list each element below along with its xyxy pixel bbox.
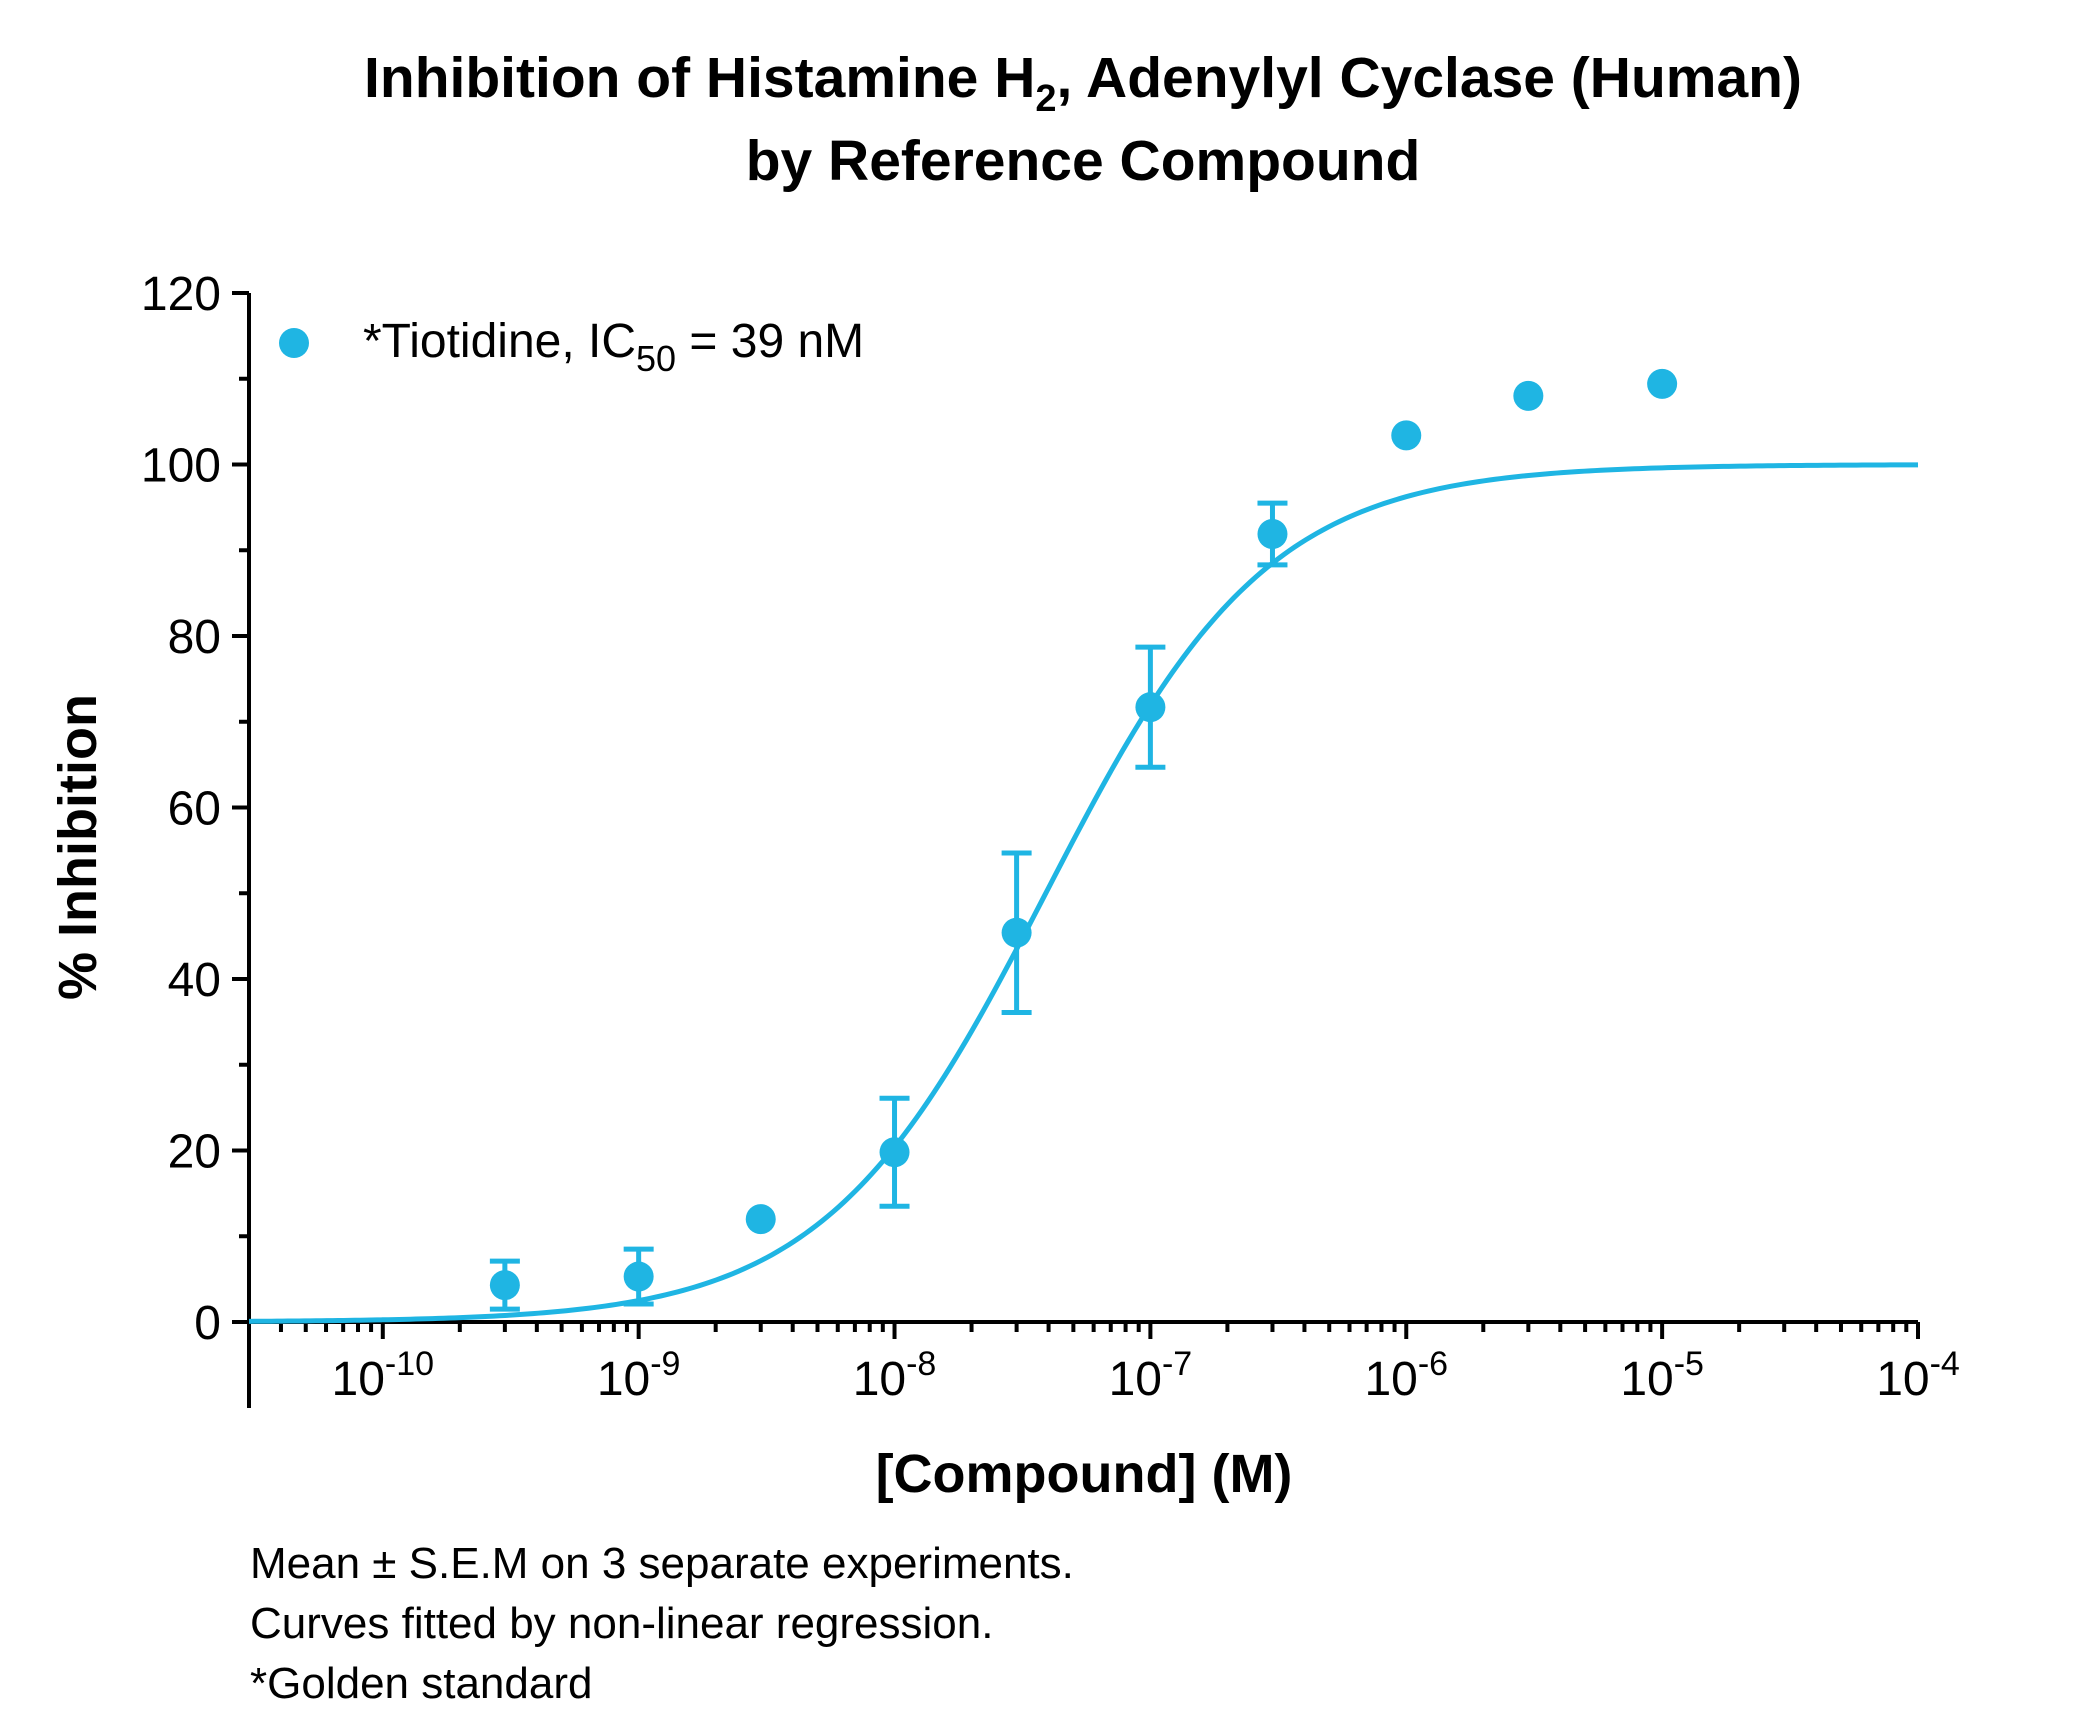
y-tick-label: 100 <box>141 440 221 493</box>
y-tick-label: 60 <box>168 783 221 836</box>
axes <box>247 293 1918 1408</box>
x-tick-label: 10-7 <box>1109 1345 1193 1406</box>
footnote-1: Mean ± S.E.M on 3 separate experiments. <box>250 1539 1074 1588</box>
x-axis-title: [Compound] (M) <box>876 1444 1293 1504</box>
footnote-3: *Golden standard <box>250 1659 592 1708</box>
y-tick-label: 80 <box>168 611 221 664</box>
legend-marker <box>279 328 309 358</box>
x-tick-label: 10-5 <box>1620 1345 1704 1406</box>
chart-title-line-1: Inhibition of Histamine H2, Adenylyl Cyc… <box>364 46 1802 120</box>
legend: *Tiotidine, IC50 = 39 nM <box>279 315 864 379</box>
x-tick-label: 10-6 <box>1364 1345 1448 1406</box>
footnote-2: Curves fitted by non-linear regression. <box>250 1599 993 1648</box>
data-point <box>1135 692 1166 723</box>
data-point <box>1513 380 1544 411</box>
x-axis-ticks: 10-10 10-9 10-8 10-7 10-6 10-5 10-4 <box>247 1322 1960 1406</box>
y-axis-ticks: 0 20 40 60 80 100 120 <box>141 268 249 1350</box>
data-point <box>489 1270 520 1301</box>
fit-curve <box>248 462 1919 1324</box>
y-tick-label: 20 <box>168 1126 221 1179</box>
data-point <box>1647 368 1678 399</box>
y-tick-label: 120 <box>141 268 221 321</box>
data-point <box>745 1204 776 1235</box>
data-point <box>1257 518 1288 549</box>
y-tick-label: 0 <box>194 1297 221 1350</box>
data-point <box>879 1137 910 1168</box>
x-tick-label: 10-8 <box>853 1345 937 1406</box>
x-tick-label: 10-4 <box>1876 1345 1960 1406</box>
legend-label: *Tiotidine, IC50 = 39 nM <box>363 315 864 379</box>
data-point <box>1001 917 1032 948</box>
data-point <box>1391 420 1422 451</box>
x-tick-label: 10-10 <box>332 1345 435 1406</box>
y-axis-title: % Inhibition <box>48 694 108 1000</box>
y-tick-label: 40 <box>168 954 221 1007</box>
data-points <box>489 368 1678 1312</box>
data-point <box>623 1261 654 1292</box>
x-tick-label: 10-9 <box>597 1345 681 1406</box>
chart-title-line-2: by Reference Compound <box>746 129 1421 193</box>
